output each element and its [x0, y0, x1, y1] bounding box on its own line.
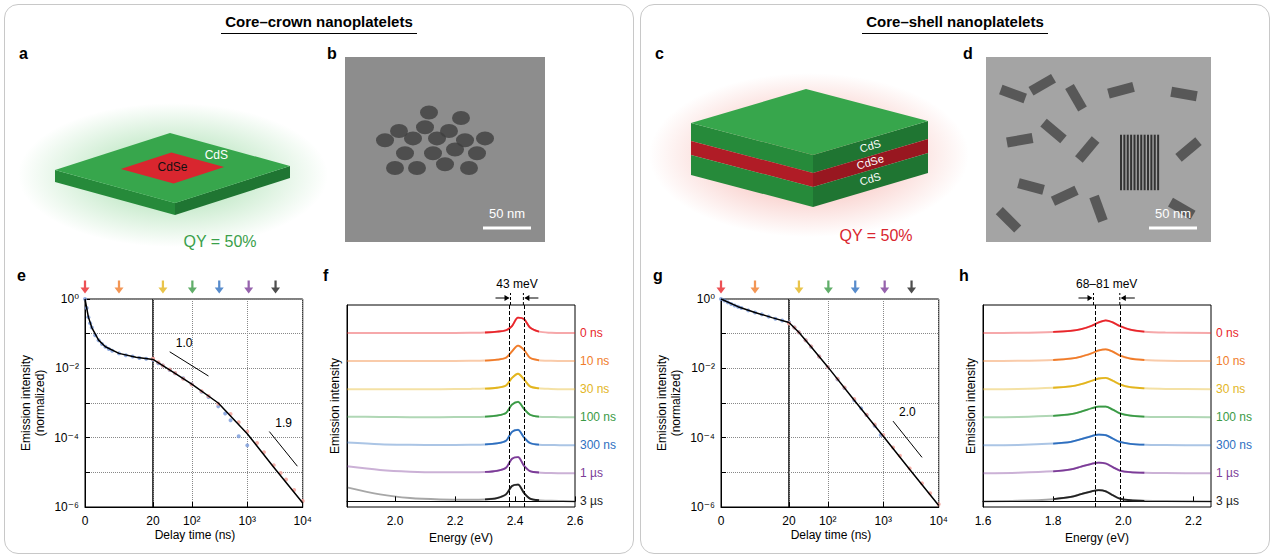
svg-text:10³: 10³ [239, 514, 256, 528]
svg-text:2.2: 2.2 [1185, 514, 1202, 528]
svg-text:2.4: 2.4 [507, 514, 524, 528]
svg-text:100 ns: 100 ns [1216, 410, 1252, 424]
svg-text:(normalized): (normalized) [669, 370, 683, 437]
html-text:e: e [17, 267, 26, 284]
svg-text:10⁻⁶: 10⁻⁶ [54, 500, 79, 514]
svg-text:1.9: 1.9 [275, 416, 292, 430]
svg-text:20: 20 [782, 514, 796, 528]
svg-text:1.0: 1.0 [176, 336, 193, 350]
svg-text:Delay time (ns): Delay time (ns) [791, 528, 872, 542]
svg-text:(normalized): (normalized) [33, 370, 47, 437]
svg-text:1.6: 1.6 [975, 514, 992, 528]
svg-text:QY = 50%: QY = 50% [183, 233, 256, 250]
svg-text:10³: 10³ [875, 514, 892, 528]
svg-text:10⁰: 10⁰ [61, 292, 79, 306]
svg-text:Emission intensity: Emission intensity [19, 355, 33, 451]
html-text:f: f [323, 267, 329, 284]
html-text:c: c [655, 45, 664, 62]
svg-text:10²: 10² [819, 514, 836, 528]
svg-text:10⁻²: 10⁻² [691, 361, 715, 375]
svg-text:0 ns: 0 ns [1216, 326, 1239, 340]
svg-text:10⁴: 10⁴ [929, 514, 948, 528]
html-text:d: d [963, 45, 973, 62]
svg-text:30 ns: 30 ns [1216, 382, 1245, 396]
html-text:a: a [19, 45, 28, 62]
svg-text:0: 0 [718, 514, 725, 528]
svg-text:10⁴: 10⁴ [293, 514, 312, 528]
svg-text:10⁻⁴: 10⁻⁴ [54, 431, 79, 445]
svg-text:100 ns: 100 ns [580, 410, 616, 424]
svg-text:0 ns: 0 ns [580, 326, 603, 340]
svg-text:50 nm: 50 nm [1155, 206, 1191, 221]
svg-text:Energy (eV): Energy (eV) [1065, 531, 1129, 545]
svg-text:30 ns: 30 ns [580, 382, 609, 396]
svg-text:10 ns: 10 ns [580, 354, 609, 368]
svg-text:3 µs: 3 µs [580, 494, 603, 508]
svg-text:2.6: 2.6 [567, 514, 584, 528]
svg-text:20: 20 [146, 514, 160, 528]
svg-text:2.0: 2.0 [387, 514, 404, 528]
svg-text:CdSe: CdSe [157, 160, 187, 174]
svg-text:10²: 10² [183, 514, 200, 528]
svg-text:CdS: CdS [858, 170, 882, 188]
svg-text:50 nm: 50 nm [489, 206, 525, 221]
svg-text:CdS: CdS [858, 137, 883, 155]
svg-text:1 µs: 1 µs [1216, 466, 1239, 480]
svg-text:300 ns: 300 ns [1216, 438, 1252, 452]
svg-text:2.2: 2.2 [447, 514, 464, 528]
svg-text:Energy (eV): Energy (eV) [429, 531, 493, 545]
svg-text:CdSe: CdSe [855, 152, 886, 172]
svg-text:300 ns: 300 ns [580, 438, 616, 452]
svg-text:68–81 meV: 68–81 meV [1076, 277, 1137, 291]
svg-text:2.0: 2.0 [1115, 514, 1132, 528]
svg-text:Emission intensity: Emission intensity [328, 358, 342, 454]
html-text:h: h [959, 267, 969, 284]
svg-text:Emission intensity: Emission intensity [655, 355, 669, 451]
html-text:g: g [653, 267, 663, 284]
svg-text:2.0: 2.0 [899, 405, 916, 419]
svg-text:1.8: 1.8 [1045, 514, 1062, 528]
svg-text:3 µs: 3 µs [1216, 494, 1239, 508]
svg-text:10⁻²: 10⁻² [55, 361, 79, 375]
svg-text:43 meV: 43 meV [496, 277, 537, 291]
svg-text:0: 0 [82, 514, 89, 528]
svg-text:CdS: CdS [205, 148, 228, 162]
svg-text:10⁰: 10⁰ [697, 292, 715, 306]
svg-text:10 ns: 10 ns [1216, 354, 1245, 368]
svg-text:QY = 50%: QY = 50% [839, 227, 912, 244]
svg-text:10⁻⁴: 10⁻⁴ [690, 431, 715, 445]
html-text:Core–crown nanoplatelets: Core–crown nanoplatelets [225, 13, 413, 30]
html-text:b: b [327, 45, 337, 62]
svg-text:Emission intensity: Emission intensity [964, 358, 978, 454]
svg-text:Delay time (ns): Delay time (ns) [155, 528, 236, 542]
html-text:Core–shell nanoplatelets: Core–shell nanoplatelets [866, 13, 1044, 30]
svg-text:10⁻⁶: 10⁻⁶ [690, 500, 715, 514]
svg-text:1 µs: 1 µs [580, 466, 603, 480]
